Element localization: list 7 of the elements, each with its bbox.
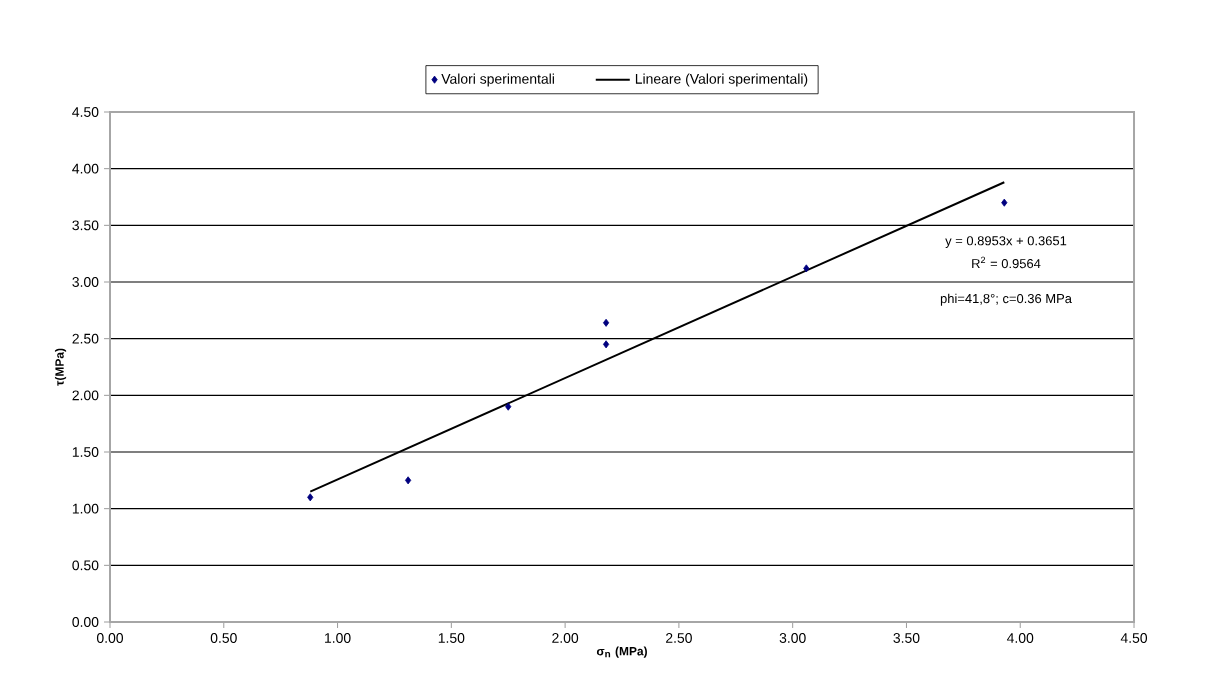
point: [602, 318, 610, 327]
point: [505, 402, 512, 411]
point: [602, 340, 610, 349]
point: [307, 493, 314, 502]
point: [405, 476, 412, 485]
point: [803, 264, 810, 273]
point: [1001, 198, 1008, 207]
